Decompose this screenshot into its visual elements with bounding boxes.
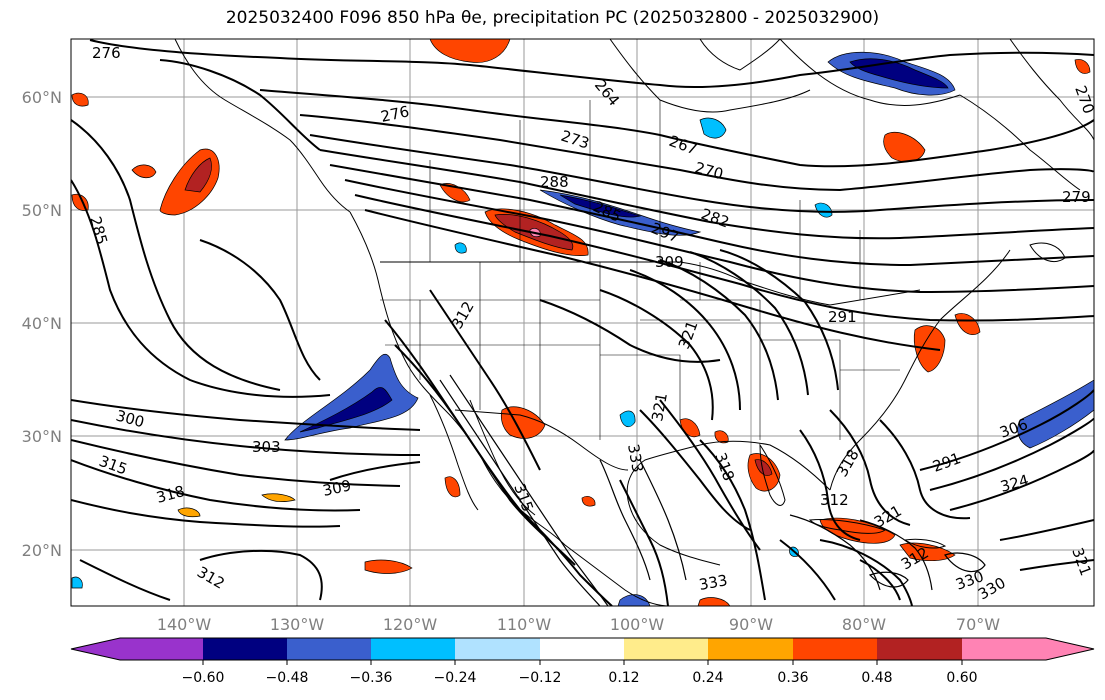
lon-tick-label: 100°W — [610, 615, 665, 634]
neg-area-gulf — [619, 410, 636, 428]
contour-label: 279 — [1062, 188, 1091, 206]
contour-label: 312 — [820, 491, 849, 509]
baja-california — [429, 394, 479, 511]
contour-label: 288 — [540, 173, 569, 191]
contour-label: 333 — [624, 443, 647, 474]
colorbar-segment — [287, 638, 371, 660]
pos-area-baja — [444, 476, 461, 498]
colorbar-tick-label: 0.24 — [692, 670, 723, 686]
pos-area-pacific-sw1 — [364, 559, 413, 574]
colorbar: −0.60 −0.48 −0.36 −0.24 −0.12 0.12 0.24 … — [70, 637, 1095, 686]
pos-area-pacific-sw2 — [261, 493, 296, 502]
contour-label: 276 — [379, 102, 411, 126]
gulf-coast — [626, 440, 831, 566]
cuba — [808, 519, 887, 534]
colorbar-tick-label: −0.24 — [434, 670, 477, 686]
colorbar-segment — [203, 638, 287, 660]
latitude-axis: 60°N 50°N 40°N 30°N 20°N — [22, 88, 62, 560]
contour-label: 291 — [828, 308, 857, 326]
pos-area-south-2 — [697, 597, 731, 606]
lon-tick-label: 110°W — [497, 615, 552, 634]
lon-tick-label: 90°W — [729, 615, 773, 634]
pos-area-pacific-w3 — [71, 92, 89, 107]
pos-area-jet-west — [439, 183, 471, 203]
map-frame — [70, 38, 1095, 607]
colorbar-segment — [962, 638, 1046, 660]
pos-area-pacific-nw-core — [184, 157, 212, 193]
pos-area-pacific-sw3 — [177, 507, 201, 518]
lat-tick-label: 30°N — [22, 427, 62, 446]
neg-area-pacific-ne-core — [299, 387, 393, 433]
colorbar-segment — [371, 638, 455, 660]
neg-area-canada — [699, 117, 727, 139]
lat-tick-label: 20°N — [22, 541, 62, 560]
hudson-bay — [779, 39, 961, 106]
lon-tick-label: 140°W — [157, 615, 212, 634]
colorbar-tick-label: −0.48 — [266, 670, 309, 686]
colorbar-segment — [877, 638, 962, 660]
longitude-axis: 140°W 130°W 120°W 110°W 100°W 90°W 80°W … — [157, 615, 1000, 634]
theta-e-contours — [71, 39, 1094, 606]
contour-label: 321 — [648, 391, 671, 422]
colorbar-segment — [455, 638, 540, 660]
lat-tick-label: 60°N — [22, 88, 62, 107]
contour-label: 309 — [321, 476, 353, 500]
colorbar-segment — [1046, 638, 1094, 660]
colorbar-segment — [540, 638, 624, 660]
theta-e-contours-dense — [439, 374, 986, 606]
pos-area-atlantic-1 — [954, 313, 981, 335]
neg-area-small-2 — [71, 576, 83, 589]
colorbar-tick-label: −0.36 — [350, 670, 393, 686]
colorbar-outline — [70, 637, 1095, 661]
us-mexico-border — [454, 409, 629, 471]
colorbar-tick-label: 0.12 — [608, 670, 639, 686]
lon-tick-label: 130°W — [270, 615, 325, 634]
colorbar-tick-label: 0.36 — [777, 670, 808, 686]
colorbar-segment — [624, 638, 708, 660]
colorbar-tick-label: 0.48 — [861, 670, 892, 686]
canada-us-border — [380, 261, 921, 306]
canada-north-coast — [609, 39, 811, 113]
lat-tick-label: 40°N — [22, 314, 62, 333]
contour-label: 309 — [655, 253, 684, 271]
contour-label: 276 — [92, 44, 121, 62]
neg-area-mexico-south — [617, 594, 651, 606]
colorbar-segment — [708, 638, 793, 660]
lon-tick-label: 80°W — [842, 615, 886, 634]
colorbar-tick-label: −0.60 — [182, 670, 225, 686]
map-title: 2025032400 F096 850 hPa θe, precipitatio… — [225, 8, 880, 28]
gridlines — [71, 39, 1094, 606]
neg-area-jet-core — [559, 194, 642, 218]
canada-arctic-islands — [699, 39, 781, 71]
neg-area-small-1 — [454, 242, 467, 254]
colorbar-tick-label: −0.12 — [519, 670, 562, 686]
pos-area-alaska-coast — [429, 39, 511, 63]
alaska-coast — [174, 39, 351, 213]
neg-area-pacific-ne — [284, 353, 419, 441]
lon-tick-label: 70°W — [956, 615, 1000, 634]
pos-area-south-1 — [581, 496, 596, 507]
colorbar-tick-label: 0.60 — [946, 670, 977, 686]
labrador-coast — [959, 94, 1081, 191]
hispaniola — [903, 538, 947, 549]
contour-labels: 276 276 273 264 267 270 279 288 285 297 … — [86, 44, 1098, 603]
neg-area-atlantic — [1017, 379, 1094, 449]
colorbar-segment — [71, 638, 120, 660]
pos-area-gulf-2 — [714, 430, 729, 444]
lon-tick-label: 120°W — [383, 615, 438, 634]
lat-tick-label: 50°N — [22, 201, 62, 220]
contour-label: 303 — [252, 438, 281, 456]
colorbar-segment — [793, 638, 877, 660]
colorbar-segment — [120, 638, 203, 660]
pos-area-sw-edge — [1074, 59, 1091, 74]
greenland-edge — [1009, 39, 1094, 141]
east-coast-us — [829, 249, 1011, 491]
pos-area-pacific-w1 — [131, 164, 157, 179]
contour-label: 333 — [698, 571, 729, 594]
florida — [759, 443, 786, 506]
